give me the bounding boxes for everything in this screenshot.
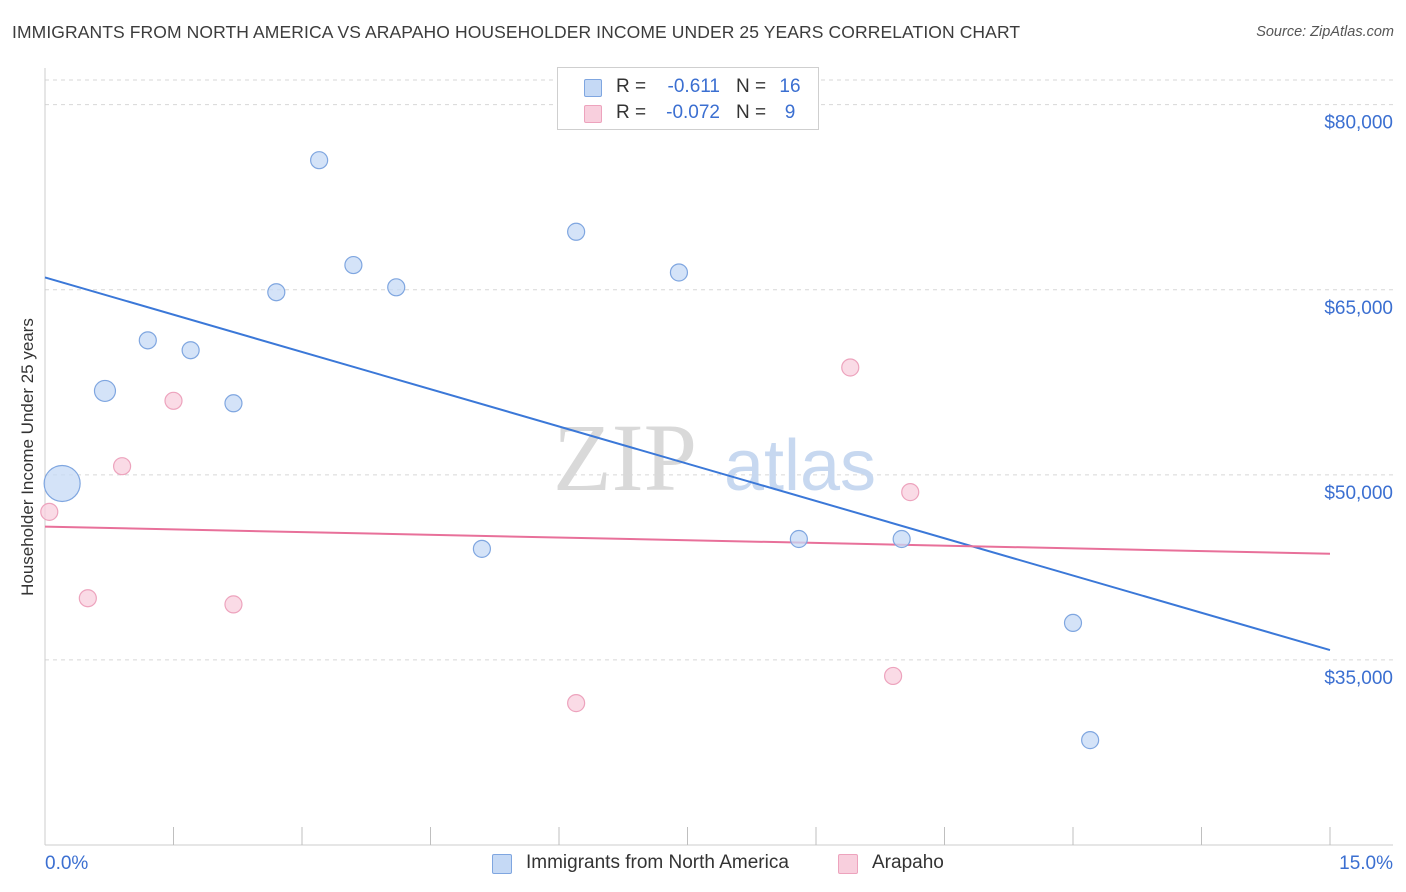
trend-layer xyxy=(44,276,1331,652)
legend-r-label: R = xyxy=(616,102,647,123)
data-point-immigrants xyxy=(224,394,243,413)
chart-title: IMMIGRANTS FROM NORTH AMERICA VS ARAPAHO… xyxy=(12,22,1021,42)
data-point-immigrants xyxy=(387,278,406,297)
data-point-arapaho xyxy=(40,502,59,521)
legend-label-arapaho: Arapaho xyxy=(872,852,944,873)
y-tick-label: $50,000 xyxy=(1324,483,1393,504)
legend-r-label: R = xyxy=(616,76,647,97)
legend-swatch-pink xyxy=(584,105,602,123)
data-point-immigrants xyxy=(472,539,491,558)
data-point-arapaho xyxy=(224,595,243,614)
data-point-arapaho xyxy=(883,666,903,686)
trend-line-arapaho xyxy=(44,525,1331,555)
x-tick-label-min: 0.0% xyxy=(45,853,88,874)
y-tick-label: $65,000 xyxy=(1324,298,1393,319)
legend-swatch-pink xyxy=(838,854,858,874)
legend-r-value: -0.611 xyxy=(667,76,720,97)
y-axis-label: Householder Income Under 25 years xyxy=(18,318,37,596)
legend-label-immigrants: Immigrants from North America xyxy=(526,852,789,873)
data-point-arapaho xyxy=(78,589,97,608)
data-point-immigrants xyxy=(267,283,286,302)
series-legend: Immigrants from North America Arapaho xyxy=(0,851,1406,877)
axis-layer xyxy=(44,68,1393,846)
legend-n-value: 16 xyxy=(779,76,801,97)
data-point-arapaho xyxy=(901,483,920,502)
watermark-atlas: atlas xyxy=(724,426,876,506)
trend-line-immigrants xyxy=(44,276,1331,652)
data-point-arapaho xyxy=(567,694,586,713)
data-point-immigrants xyxy=(1081,731,1100,750)
data-point-immigrants xyxy=(138,331,157,350)
source-label: Source: ZipAtlas.com xyxy=(1256,24,1394,40)
legend-swatch-blue xyxy=(492,854,512,874)
correlation-legend: R = -0.611 N = 16 R = -0.072 N = 9 xyxy=(557,67,819,130)
points-layer xyxy=(40,151,1100,750)
data-point-immigrants xyxy=(892,529,911,549)
data-point-immigrants xyxy=(669,263,689,282)
watermark-zip: ZIP xyxy=(553,404,697,511)
grid-layer xyxy=(45,79,1393,661)
data-point-immigrants xyxy=(1063,613,1083,633)
data-point-arapaho xyxy=(112,457,132,476)
legend-n-label: N = xyxy=(736,76,767,97)
data-point-immigrants xyxy=(567,222,586,241)
tick-labels: $35,000 $50,000 $65,000 $80,000 0.0% 15.0% xyxy=(45,113,1393,874)
data-point-immigrants xyxy=(43,464,81,503)
watermark: ZIP atlas xyxy=(553,404,876,511)
y-tick-label: $35,000 xyxy=(1324,668,1393,689)
data-point-immigrants xyxy=(789,529,808,549)
data-point-immigrants xyxy=(181,341,200,360)
x-tick-label-max: 15.0% xyxy=(1339,853,1393,874)
legend-n-value: 9 xyxy=(784,102,796,123)
legend-swatch-blue xyxy=(584,79,602,97)
data-point-immigrants xyxy=(93,379,117,403)
data-point-arapaho xyxy=(841,358,860,377)
data-point-immigrants xyxy=(344,255,363,275)
data-point-arapaho xyxy=(164,391,183,410)
legend-r-value: -0.072 xyxy=(666,102,720,123)
data-point-immigrants xyxy=(310,151,329,170)
y-tick-label: $80,000 xyxy=(1324,113,1393,134)
legend-n-label: N = xyxy=(736,102,767,123)
